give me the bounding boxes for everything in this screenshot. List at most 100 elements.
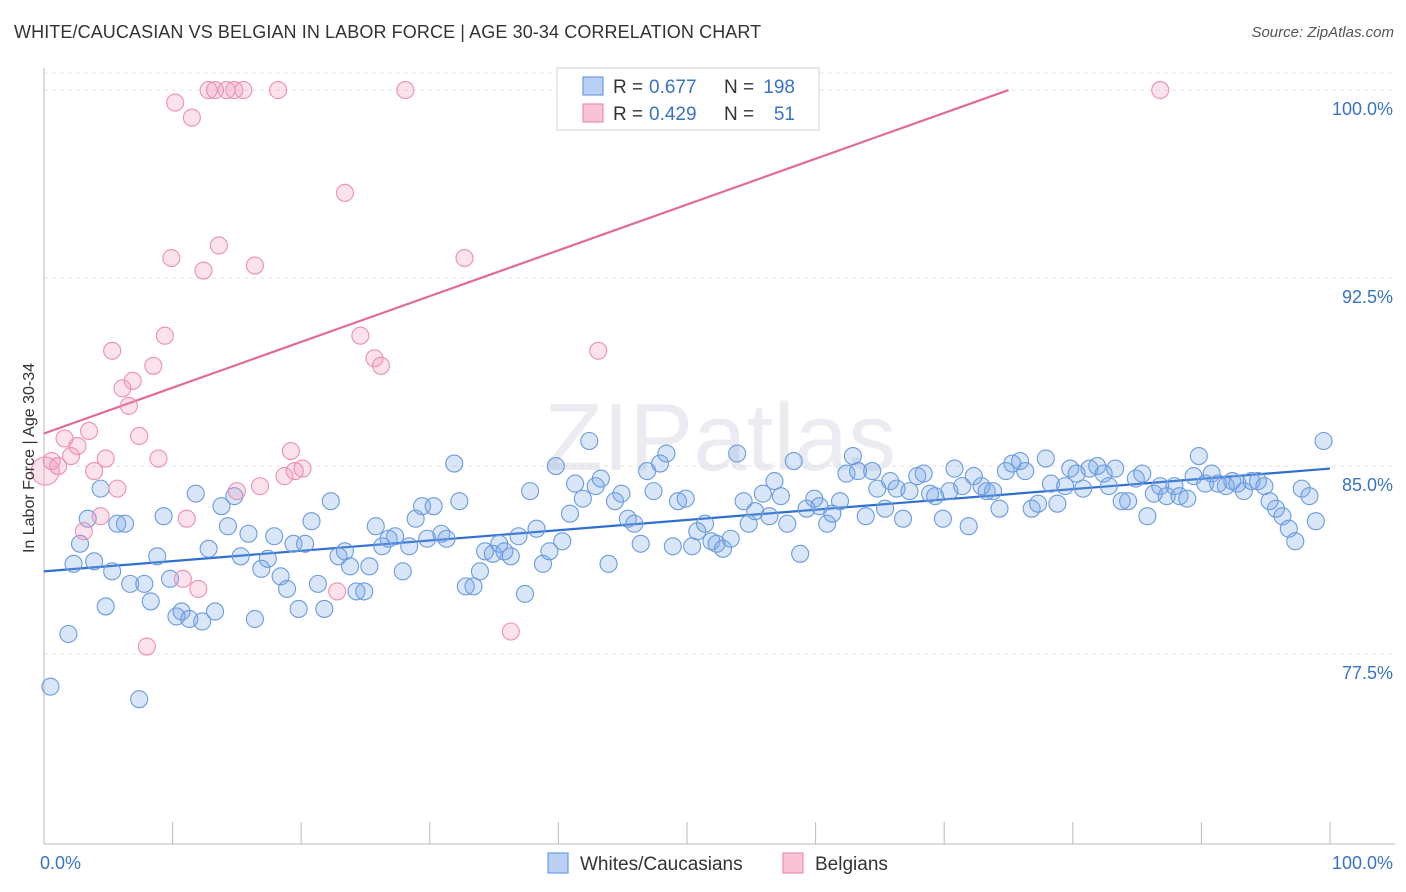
- whites-point-30: [245, 609, 264, 629]
- belgians-point-9: [91, 507, 110, 526]
- whites-point-184: [1234, 482, 1253, 501]
- whites-point-166: [1119, 492, 1138, 511]
- belgians-point-8: [85, 462, 104, 481]
- whites-point-187: [1255, 477, 1274, 496]
- whites-point-145: [984, 482, 1003, 501]
- whites-point-121: [830, 492, 850, 511]
- whites-point-42: [321, 492, 340, 511]
- whites-point-29: [239, 524, 258, 543]
- whites-point-132: [900, 482, 919, 501]
- belgians-point-28: [199, 81, 218, 100]
- legend-r-label-0: R =: [613, 77, 643, 98]
- y-tick-label-1: 85.0%: [1342, 475, 1393, 495]
- whites-point-177: [1189, 446, 1208, 466]
- whites-point-115: [791, 544, 810, 563]
- whites-point-25: [212, 497, 231, 516]
- belgians-point-12: [108, 479, 127, 498]
- whites-point-128: [875, 499, 895, 518]
- belgians-point-0: [30, 456, 60, 486]
- whites-point-154: [1041, 474, 1060, 493]
- whites-point-37: [289, 599, 308, 618]
- whites-point-99: [688, 522, 707, 541]
- whites-point-5: [85, 552, 104, 571]
- whites-point-76: [540, 542, 559, 561]
- belgians-point-36: [250, 477, 270, 496]
- whites-point-90: [631, 534, 650, 553]
- legend-swatch-belgians: [582, 103, 604, 123]
- whites-point-48: [360, 557, 379, 576]
- whites-point-82: [580, 431, 599, 451]
- whites-point-163: [1099, 477, 1118, 496]
- whites-point-27: [225, 487, 244, 506]
- belgians-point-34: [234, 81, 253, 100]
- whites-point-175: [1178, 489, 1197, 508]
- y-tick-labels: 77.5% 85.0% 92.5% 100.0%: [1332, 99, 1393, 683]
- whites-point-46: [347, 582, 366, 601]
- belgians-point-18: [144, 356, 163, 375]
- whites-point-87: [612, 484, 631, 503]
- whites-point-26: [218, 517, 237, 536]
- whites-point-144: [977, 482, 996, 501]
- whites-point-40: [308, 574, 327, 593]
- whites-point-50: [373, 537, 392, 556]
- whites-point-7: [96, 597, 115, 616]
- whites-point-136: [926, 487, 945, 506]
- belgians-point-6: [74, 522, 93, 541]
- y-tick-label-2: 92.5%: [1342, 287, 1393, 307]
- whites-point-171: [1151, 477, 1170, 496]
- whites-point-122: [837, 464, 856, 483]
- belgians-point-2: [49, 457, 68, 476]
- legend-n-label-1: N =: [724, 104, 754, 125]
- whites-point-64: [464, 577, 483, 596]
- whites-point-104: [721, 529, 740, 548]
- whites-point-119: [818, 514, 837, 533]
- bottom-legend-swatch-whites: [547, 852, 569, 874]
- whites-point-38: [296, 534, 315, 553]
- belgians-point-10: [96, 449, 115, 468]
- belgians-point-16: [130, 426, 149, 446]
- series-belgians-points: [30, 81, 1170, 656]
- belgians-point-50: [589, 341, 608, 360]
- belgians-point-14: [119, 396, 138, 415]
- whites-point-49: [366, 517, 385, 536]
- whites-point-125: [856, 507, 875, 526]
- belgians-point-49: [501, 622, 520, 641]
- whites-point-93: [650, 454, 670, 473]
- whites-point-141: [959, 517, 978, 536]
- whites-point-168: [1133, 464, 1152, 483]
- whites-point-15: [148, 547, 167, 566]
- whites-point-23: [199, 539, 218, 558]
- whites-point-78: [553, 532, 572, 551]
- series-whites-points: [41, 431, 1333, 709]
- whites-point-59: [432, 524, 451, 543]
- whites-point-126: [863, 462, 882, 481]
- belgians-point-41: [293, 459, 312, 478]
- whites-point-61: [445, 454, 464, 473]
- chart-title: WHITE/CAUCASIAN VS BELGIAN IN LABOR FORC…: [14, 22, 762, 42]
- whites-point-89: [625, 514, 644, 533]
- belgians-point-37: [269, 81, 288, 100]
- whites-point-80: [566, 474, 585, 493]
- trend-line-0: [43, 467, 1331, 573]
- belgians-point-46: [371, 356, 390, 375]
- belgians-point-30: [209, 236, 228, 255]
- bottom-legend: Whites/Caucasians Belgians: [547, 852, 888, 875]
- bottom-legend-belgians: Belgians: [815, 854, 888, 875]
- belgians-point-26: [189, 579, 208, 598]
- belgians-point-27: [194, 261, 213, 280]
- whites-point-33: [265, 527, 284, 546]
- belgians-point-33: [227, 482, 246, 501]
- whites-point-165: [1112, 492, 1131, 511]
- whites-point-150: [1016, 462, 1035, 481]
- x-tick-labels: 0.0% 100.0%: [40, 853, 1393, 873]
- whites-point-44: [335, 542, 354, 561]
- whites-point-155: [1048, 494, 1067, 513]
- whites-point-16: [154, 507, 173, 526]
- whites-point-153: [1036, 449, 1055, 468]
- legend-swatch-whites: [582, 76, 604, 96]
- whites-point-172: [1157, 487, 1176, 506]
- whites-point-110: [760, 507, 779, 526]
- legend-n-label-0: N =: [724, 77, 754, 98]
- whites-point-45: [341, 557, 360, 576]
